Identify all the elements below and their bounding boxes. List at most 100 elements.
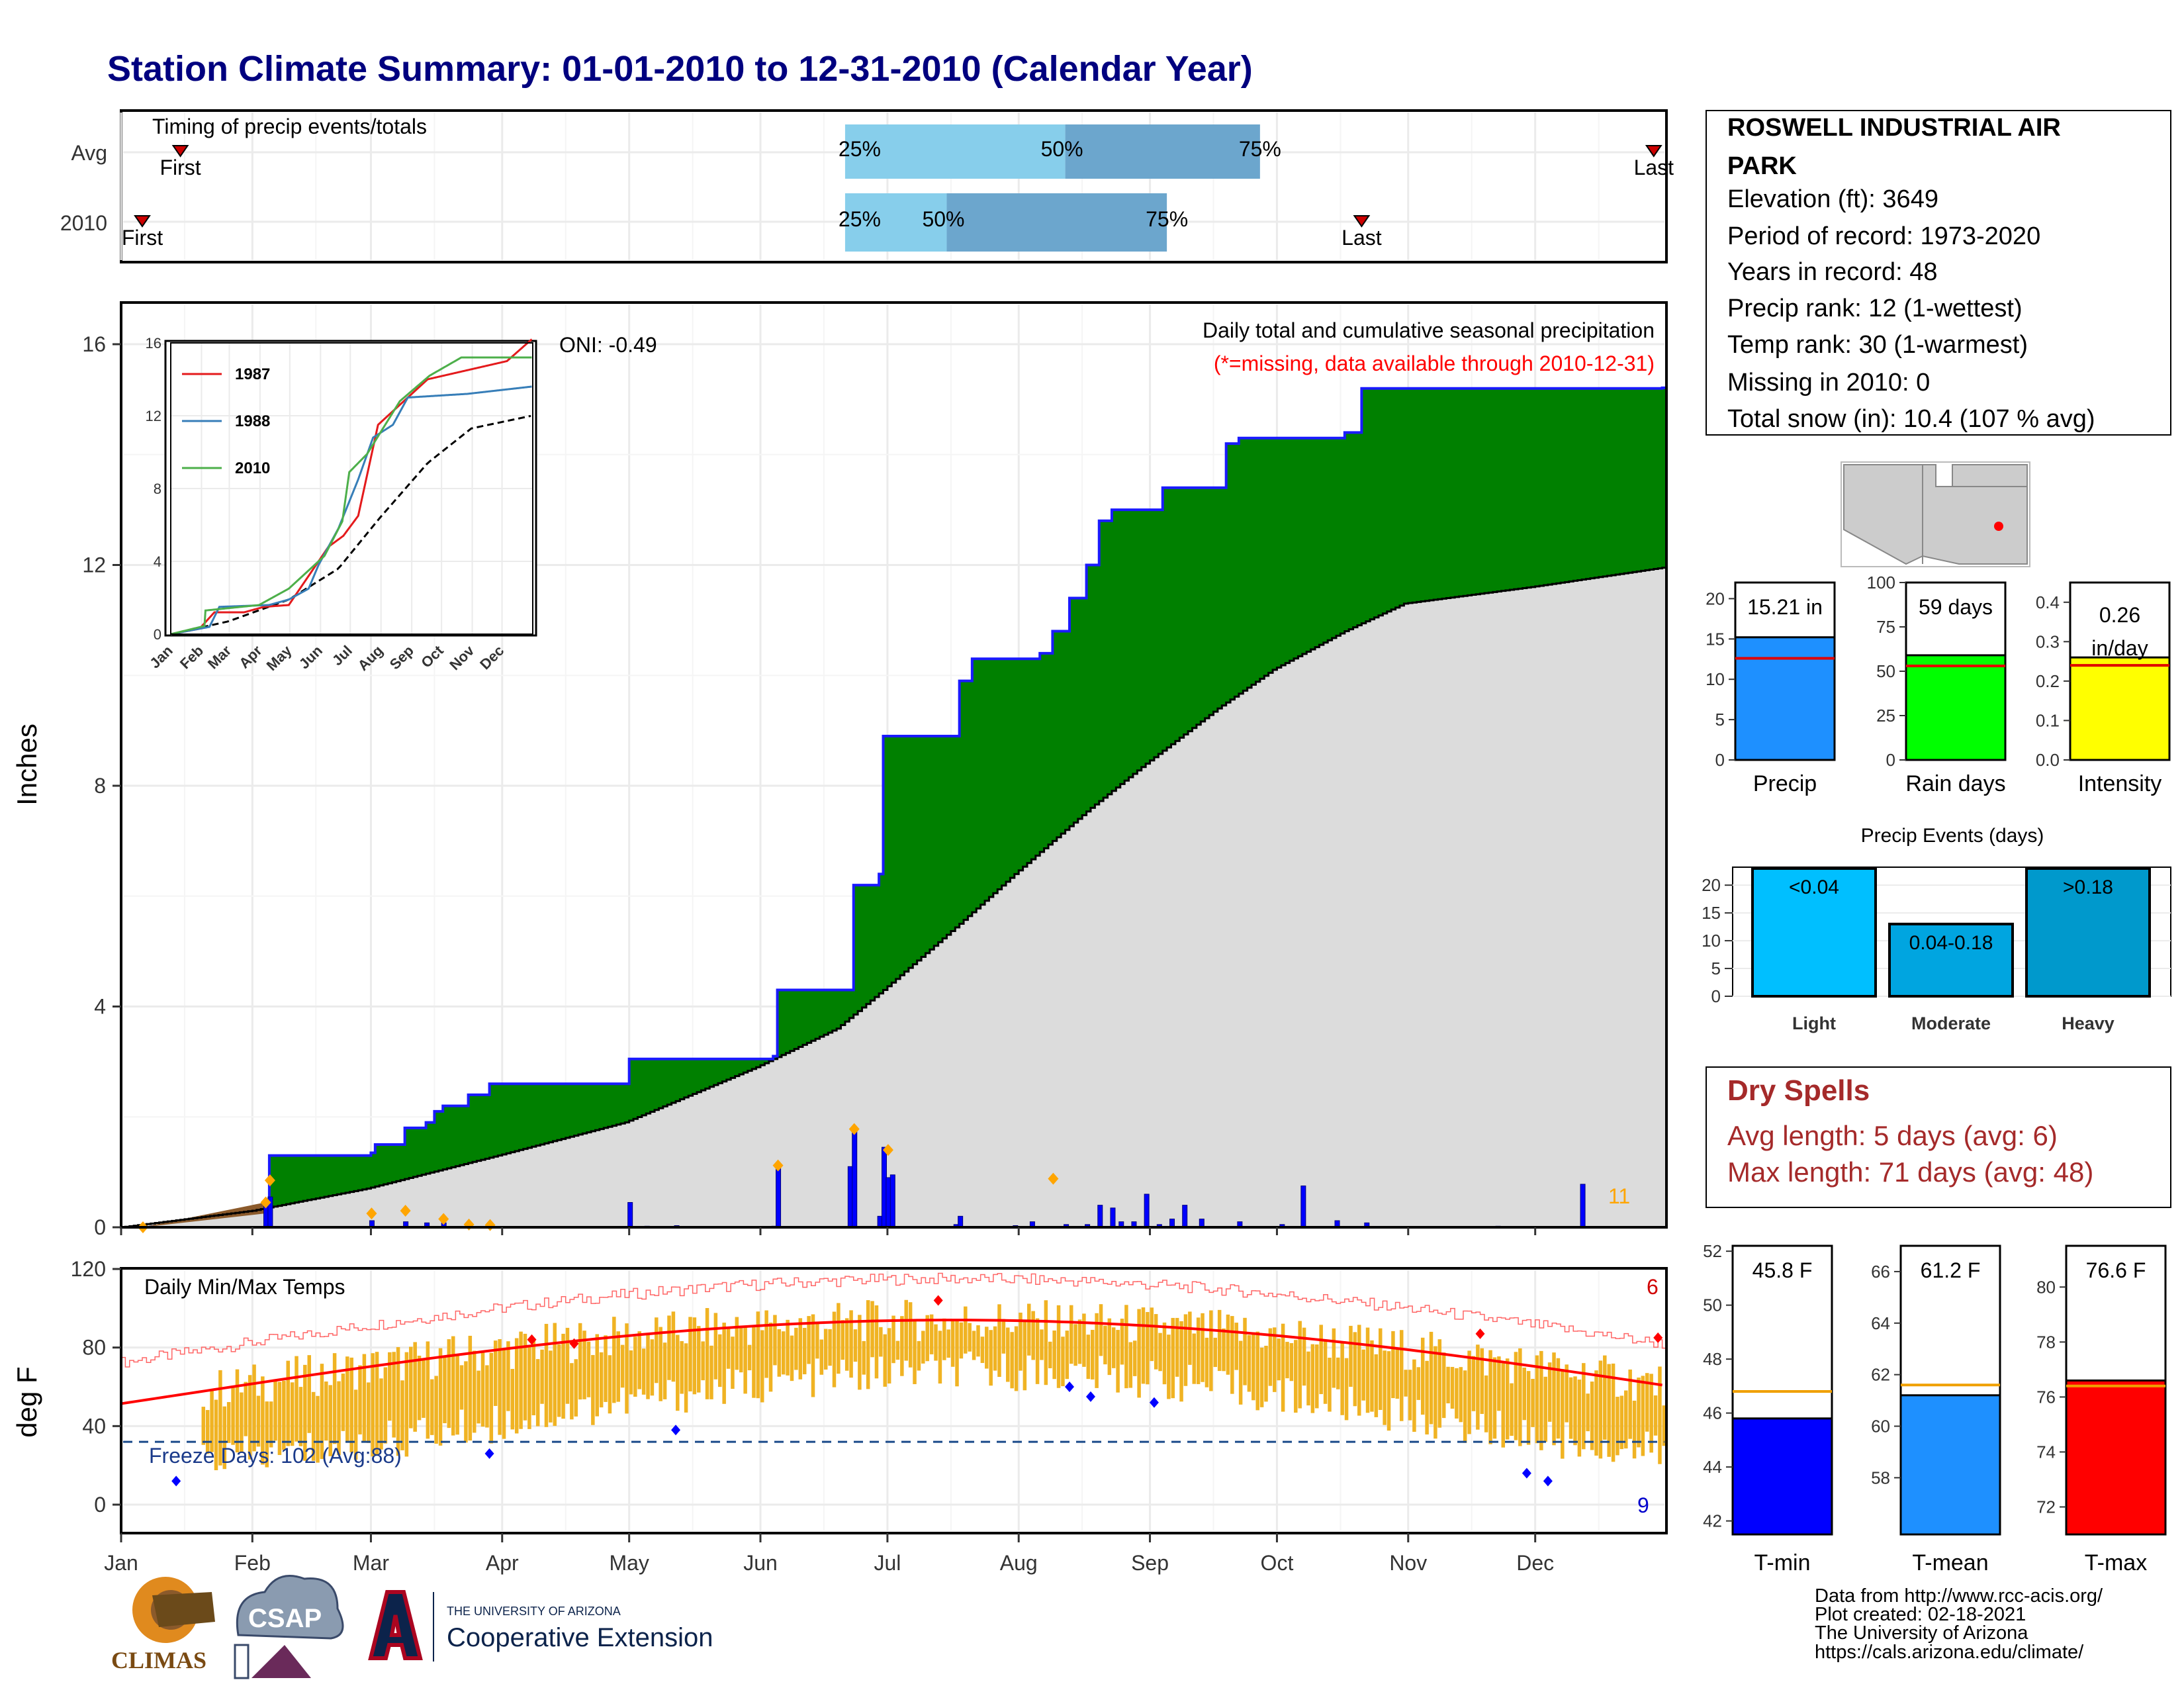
daily-temp-bar <box>557 1344 561 1417</box>
record-high-marker <box>1475 1328 1485 1339</box>
daily-temp-bar <box>637 1331 641 1389</box>
daily-temp-bar <box>434 1376 438 1444</box>
daily-temp-bar <box>489 1352 494 1444</box>
daily-temp-bar <box>1374 1354 1379 1417</box>
daily-temp-bar <box>1590 1382 1594 1450</box>
daily-temp-bar <box>1370 1340 1374 1412</box>
daily-temp-bar <box>773 1315 777 1366</box>
daily-temp-bar <box>807 1316 811 1364</box>
daily-temp-bar <box>367 1382 371 1443</box>
summary-bar-intensity <box>2069 656 2171 761</box>
daily-temp-bar <box>1569 1377 1573 1439</box>
climas-logo: CLIMAS <box>111 1577 215 1673</box>
summary-bar-tick-label: 0.4 <box>2036 592 2060 612</box>
daily-temp-bar <box>553 1323 557 1427</box>
summary-bar-tick-label: 10 <box>1706 669 1725 689</box>
daily-temp-bar <box>1001 1319 1006 1354</box>
record-low-marker <box>671 1425 681 1436</box>
daily-temp-bar <box>1416 1367 1421 1400</box>
temp-panel: 0 40 80 120 deg F Daily Min/Max Temps Freez… <box>11 1257 1668 1534</box>
summary-bar-precip <box>1734 636 1836 761</box>
daily-temp-bar <box>866 1300 870 1389</box>
daily-temp-bar <box>709 1345 713 1399</box>
daily-temp-bar <box>1082 1313 1086 1367</box>
daily-temp-bar <box>400 1380 404 1450</box>
month-label: Sep <box>1131 1551 1169 1575</box>
daily-temp-bar <box>1192 1333 1197 1384</box>
daily-temp-bar <box>942 1318 946 1360</box>
daily-temp-bar <box>561 1333 565 1419</box>
daily-temp-bar <box>1264 1345 1268 1402</box>
precip-ytick-label: 8 <box>94 774 106 798</box>
daily-temp-bar <box>337 1381 341 1456</box>
daily-temp-bar <box>1006 1327 1010 1382</box>
daily-temp-bar <box>426 1341 430 1439</box>
record-high-line <box>121 1272 1666 1368</box>
daily-temp-bar <box>1582 1363 1586 1450</box>
daily-temp-bar <box>404 1352 409 1457</box>
daily-temp-bar <box>519 1331 523 1429</box>
daily-temp-bar <box>1492 1357 1497 1439</box>
climas-logo-text: CLIMAS <box>111 1647 206 1673</box>
daily-temp-bar <box>946 1329 950 1358</box>
daily-temp-bar <box>874 1305 879 1379</box>
daily-temp-bar <box>1586 1393 1590 1432</box>
snow-marker <box>260 1196 271 1209</box>
daily-temp-bar <box>290 1382 295 1446</box>
inset-legend-label: 1987 <box>235 365 270 383</box>
timing-row-label-2010: 2010 <box>60 211 107 235</box>
daily-temp-bar <box>1497 1356 1501 1411</box>
temp-summary-bar-t-mean <box>1899 1394 2001 1536</box>
summary-bar-tick-label: 5 <box>1715 710 1725 729</box>
precip-ytick-label: 0 <box>94 1215 106 1239</box>
cumulative-average-area <box>121 567 1666 1227</box>
temp-summary-tick-label: 48 <box>1703 1349 1722 1369</box>
temp-summary-label: T-min <box>1754 1550 1811 1575</box>
daily-temp-bar <box>535 1359 540 1427</box>
daily-temp-bar <box>472 1350 477 1433</box>
daily-temp-bar <box>324 1381 328 1441</box>
timing-label-50: 50% <box>1041 137 1083 161</box>
daily-temp-bar <box>1387 1351 1391 1431</box>
daily-temp-bar <box>307 1355 311 1433</box>
daily-temp-bar <box>1463 1370 1467 1443</box>
daily-temp-bar <box>1535 1355 1539 1444</box>
daily-temp-bar <box>295 1356 298 1442</box>
summary-bar-tick-label: 0.0 <box>2036 750 2060 770</box>
daily-precip-bar <box>1580 1184 1586 1228</box>
daily-temp-bar <box>934 1324 938 1361</box>
daily-temp-bar <box>976 1325 980 1357</box>
daily-temp-bar <box>1336 1357 1340 1389</box>
daily-temp-bar <box>1653 1395 1658 1436</box>
temp-panel-title: Daily Min/Max Temps <box>144 1275 345 1299</box>
daily-temp-bar <box>1391 1331 1395 1399</box>
daily-temp-bar <box>1459 1367 1463 1423</box>
daily-temp-bar <box>802 1327 807 1375</box>
daily-temp-bar <box>303 1364 307 1461</box>
daily-temp-bar <box>464 1361 468 1443</box>
daily-temp-bar <box>844 1318 849 1371</box>
events-tick-label: 5 <box>1711 959 1721 978</box>
daily-temp-bar <box>676 1335 680 1411</box>
daily-temp-bar <box>972 1331 976 1360</box>
daily-temp-bar <box>891 1315 895 1364</box>
daily-temp-bar <box>371 1353 375 1457</box>
summary-bar-tick-label: 0.3 <box>2036 632 2060 651</box>
daily-temp-bar <box>1035 1318 1040 1384</box>
daily-temp-bar <box>1471 1356 1476 1411</box>
daily-temp-bar <box>506 1341 510 1411</box>
daily-temp-bar <box>841 1320 845 1360</box>
daily-temp-bar <box>1658 1366 1662 1464</box>
daily-temp-bar <box>1162 1322 1167 1385</box>
daily-temp-bar <box>1052 1330 1056 1380</box>
station-location-dot <box>1994 522 2003 531</box>
daily-temp-bar <box>726 1328 731 1369</box>
daily-temp-bar <box>1213 1337 1217 1368</box>
daily-temp-bar <box>269 1401 273 1448</box>
snow-marker <box>1048 1172 1059 1185</box>
daily-temp-bar <box>265 1401 269 1468</box>
precip-events-panel: Precip Events (days) 0 5 10 15 20 <0.04 Light 0… <box>1702 825 2171 1033</box>
events-bar-label: Heavy <box>2062 1013 2115 1033</box>
temp-ytick-label: 40 <box>82 1414 106 1438</box>
daily-temp-bar <box>870 1301 874 1358</box>
